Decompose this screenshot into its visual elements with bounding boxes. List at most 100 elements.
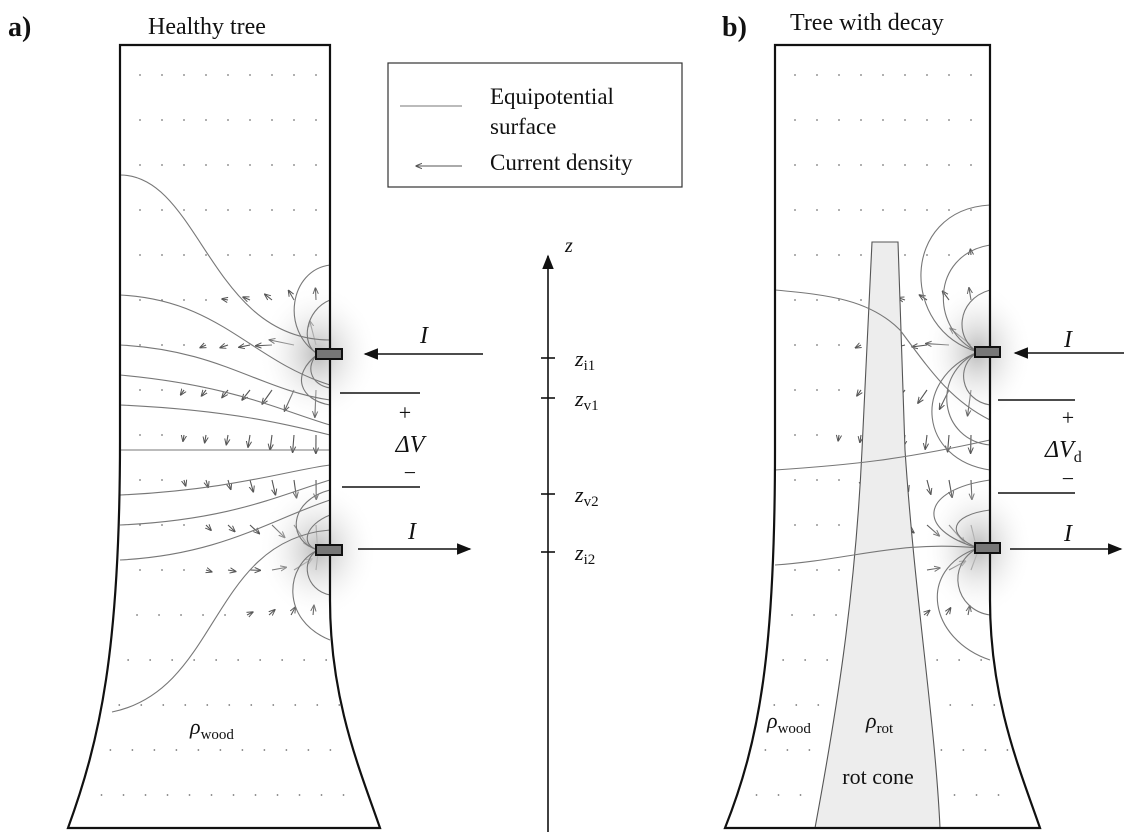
z-ticks: zi1 zv1 zv2 zi2 xyxy=(541,346,599,568)
field-dot xyxy=(998,794,1000,796)
voltage-label: ΔVd xyxy=(1044,437,1082,466)
field-dot xyxy=(954,794,956,796)
field-dot xyxy=(205,209,207,211)
field-dot xyxy=(175,749,177,751)
electrode xyxy=(316,545,342,555)
field-dot xyxy=(237,659,239,661)
field-dot xyxy=(249,164,251,166)
field-dot xyxy=(838,74,840,76)
field-dot xyxy=(149,659,151,661)
field-dot xyxy=(808,749,810,751)
current-vector xyxy=(181,390,184,395)
field-dot xyxy=(817,704,819,706)
field-dot xyxy=(294,704,296,706)
current-vector xyxy=(924,610,930,615)
field-dot xyxy=(948,164,950,166)
region-label: rot cone xyxy=(842,764,913,789)
field-dot xyxy=(293,164,295,166)
field-dot xyxy=(321,794,323,796)
electrode xyxy=(975,347,1000,357)
field-dot xyxy=(161,344,163,346)
field-dot xyxy=(233,794,235,796)
field-dot xyxy=(948,254,950,256)
current-vector xyxy=(860,435,861,442)
field-dot xyxy=(183,209,185,211)
field-dot xyxy=(211,794,213,796)
field-dot xyxy=(882,74,884,76)
current-vector xyxy=(946,608,951,615)
field-dot xyxy=(271,119,273,121)
field-dot xyxy=(316,704,318,706)
field-dot xyxy=(329,749,331,751)
current-vector xyxy=(265,294,272,300)
field-dot xyxy=(860,164,862,166)
field-dot xyxy=(255,794,257,796)
field-dot xyxy=(303,659,305,661)
current-vector xyxy=(206,525,211,530)
field-dot xyxy=(971,704,973,706)
field-dot xyxy=(293,74,295,76)
field-dot xyxy=(984,749,986,751)
field-dot xyxy=(904,254,906,256)
field-dot xyxy=(249,254,251,256)
minus: − xyxy=(1062,466,1074,491)
current-vector xyxy=(206,480,208,488)
field-dot xyxy=(926,74,928,76)
field-dot xyxy=(171,659,173,661)
field-dot xyxy=(167,794,169,796)
field-dot xyxy=(193,659,195,661)
field-dot xyxy=(816,164,818,166)
field-dot xyxy=(183,299,185,301)
field-dot xyxy=(794,434,796,436)
field-dot xyxy=(139,479,141,481)
tick-label: zi1 xyxy=(574,346,595,374)
field-dot xyxy=(293,254,295,256)
field-dot xyxy=(227,209,229,211)
field-dot xyxy=(205,254,207,256)
field-dot xyxy=(756,794,758,796)
field-dot xyxy=(139,209,141,211)
current-vector xyxy=(220,345,228,348)
panel-title: Healthy tree xyxy=(148,14,266,40)
field-dot xyxy=(816,479,818,481)
field-dot xyxy=(860,209,862,211)
current-label: I xyxy=(1063,521,1073,547)
field-dot xyxy=(940,749,942,751)
field-dot xyxy=(791,614,793,616)
current-label: I xyxy=(1063,327,1073,353)
current-vector xyxy=(927,480,931,494)
field-dot xyxy=(118,704,120,706)
field-dot xyxy=(838,344,840,346)
current-vector xyxy=(228,570,236,571)
field-dot xyxy=(860,74,862,76)
subscript: wood xyxy=(201,727,235,743)
rho-label: ρwood xyxy=(766,708,811,737)
field-dot xyxy=(795,704,797,706)
field-dot xyxy=(101,794,103,796)
subscript: d xyxy=(1074,449,1082,466)
field-dot xyxy=(838,164,840,166)
field-dot xyxy=(948,209,950,211)
field-dot xyxy=(882,164,884,166)
field-dot xyxy=(926,119,928,121)
field-dot xyxy=(315,209,317,211)
field-dot xyxy=(161,119,163,121)
field-dot xyxy=(139,254,141,256)
current-vector xyxy=(272,480,275,495)
current-vector xyxy=(838,435,839,441)
field-dot xyxy=(183,119,185,121)
field-dot xyxy=(315,74,317,76)
field-dot xyxy=(158,614,160,616)
field-dot xyxy=(228,704,230,706)
field-dot xyxy=(139,389,141,391)
field-dot xyxy=(962,749,964,751)
field-dot xyxy=(277,794,279,796)
field-dot xyxy=(183,74,185,76)
field-dot xyxy=(782,659,784,661)
field-dot xyxy=(976,794,978,796)
field-dot xyxy=(205,119,207,121)
legend-label: Current density xyxy=(490,150,633,175)
field-dot xyxy=(970,74,972,76)
current-vector xyxy=(200,345,206,348)
legend-label: Equipotential xyxy=(490,84,614,109)
